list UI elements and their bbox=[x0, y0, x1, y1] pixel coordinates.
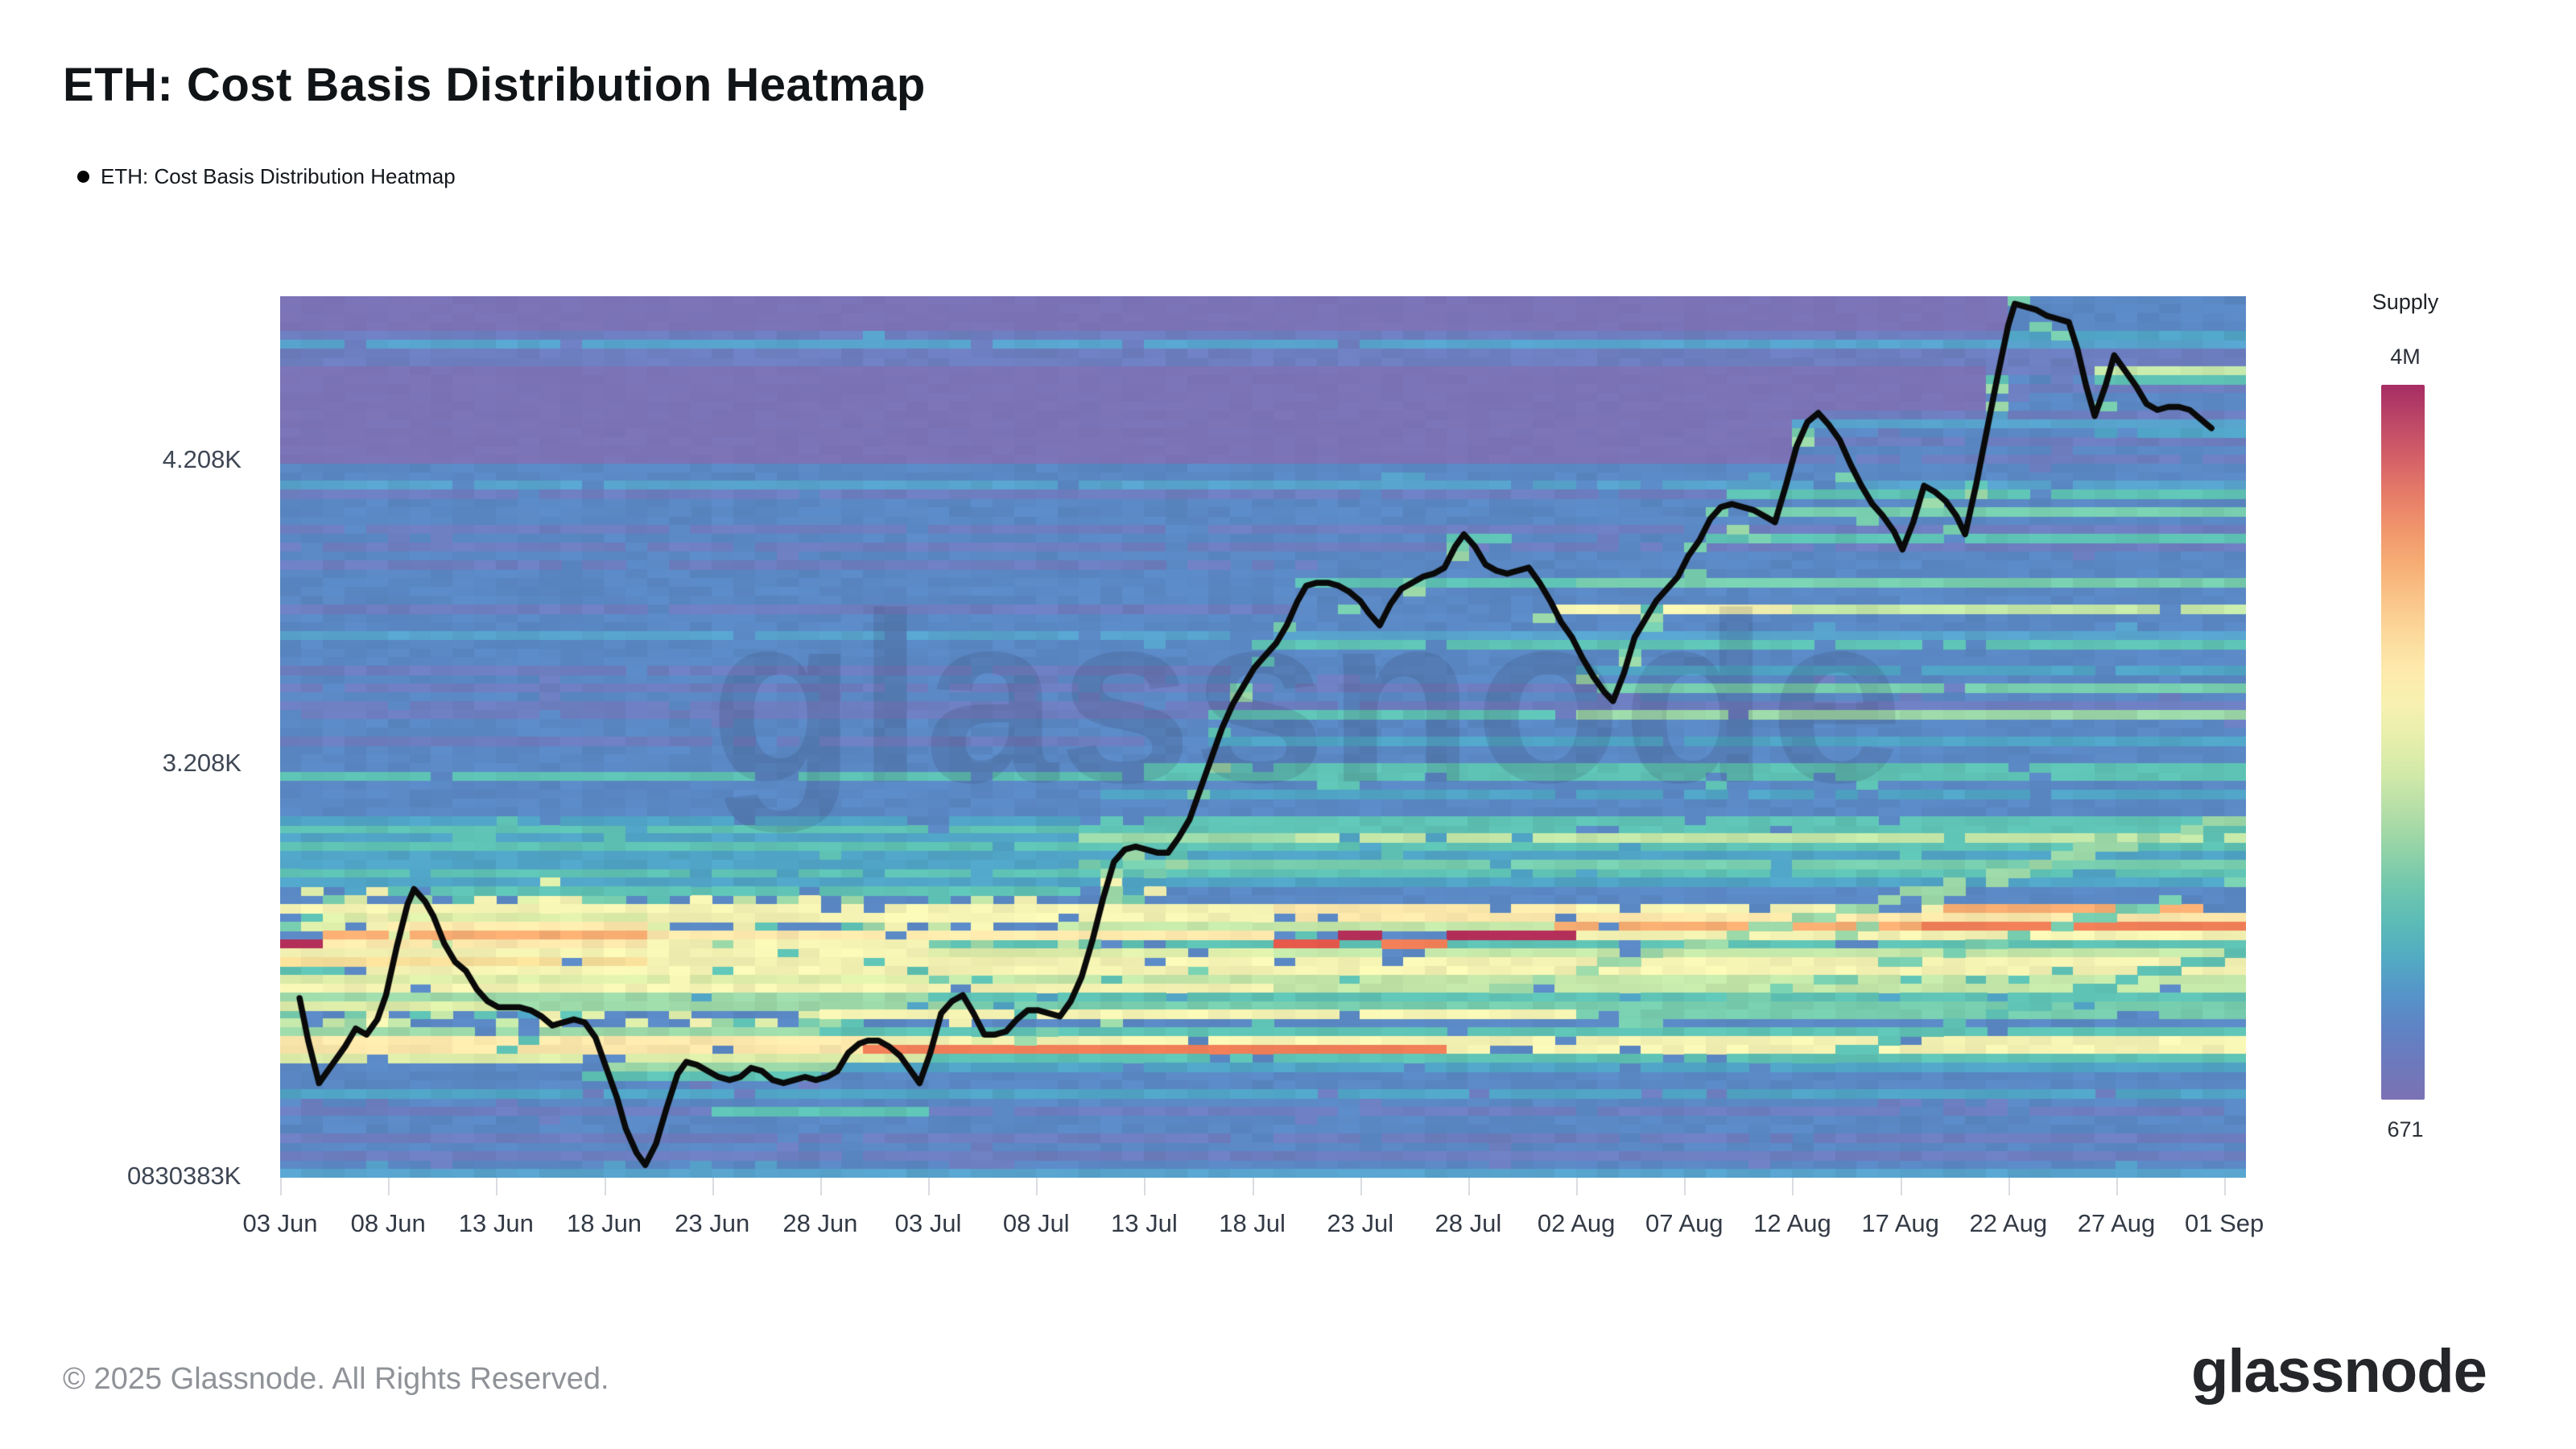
x-axis-tick bbox=[1252, 1178, 1254, 1195]
colorbar-title: Supply bbox=[2372, 290, 2439, 314]
x-axis-tick bbox=[388, 1178, 390, 1195]
legend-label: ETH: Cost Basis Distribution Heatmap bbox=[101, 164, 456, 188]
x-axis-tick bbox=[496, 1178, 498, 1195]
x-axis-label: 08 Jul bbox=[1002, 1209, 1070, 1237]
x-axis-tick bbox=[1144, 1178, 1146, 1195]
y-axis-label-4208: 4.208K bbox=[162, 445, 242, 473]
legend-marker-icon bbox=[77, 171, 89, 183]
colorbar-gradient bbox=[2381, 385, 2425, 1100]
y-axis-label-bottom-clipped: 0830383K bbox=[127, 1162, 242, 1190]
x-axis-tick bbox=[819, 1178, 822, 1195]
colorbar-max-label: 4M bbox=[2390, 345, 2421, 369]
x-axis-labels: 03 Jun 08 Jun 13 Jun 18 Jun 23 Jun 28 Jun 03 J… bbox=[242, 1209, 2264, 1245]
x-axis-label: 13 Jun bbox=[458, 1209, 534, 1237]
y-axis-label-3208: 3.208K bbox=[162, 749, 242, 777]
legend-item[interactable]: ETH: Cost Basis Distribution Heatmap bbox=[77, 164, 456, 189]
glassnode-logo: glassnode bbox=[2191, 1337, 2487, 1406]
x-axis-tick bbox=[1036, 1178, 1038, 1195]
x-axis-label: 23 Jul bbox=[1327, 1209, 1394, 1237]
x-axis-label: 13 Jul bbox=[1111, 1209, 1178, 1237]
colorbar-min-label: 671 bbox=[2387, 1117, 2424, 1141]
x-axis-label: 03 Jul bbox=[894, 1209, 962, 1237]
x-axis-tick bbox=[2116, 1178, 2118, 1195]
x-axis-label: 03 Jun bbox=[242, 1209, 318, 1237]
x-axis-tick bbox=[2224, 1178, 2227, 1195]
x-axis-tick bbox=[1360, 1178, 1362, 1195]
x-axis-tick bbox=[1684, 1178, 1686, 1195]
x-axis-tick bbox=[1576, 1178, 1579, 1195]
x-axis-label: 28 Jun bbox=[782, 1209, 858, 1237]
x-axis-label: 07 Aug bbox=[1645, 1209, 1724, 1237]
x-axis-tick bbox=[1900, 1178, 1902, 1195]
x-axis-tick bbox=[928, 1178, 931, 1195]
x-axis-tick bbox=[1468, 1178, 1470, 1195]
x-axis-tick-marks bbox=[280, 1178, 2246, 1197]
x-axis-tick bbox=[2008, 1178, 2010, 1195]
x-axis-tick bbox=[1792, 1178, 1794, 1195]
x-axis-tick bbox=[604, 1178, 606, 1195]
x-axis-label: 22 Aug bbox=[1969, 1209, 2048, 1237]
x-axis-label: 08 Jun bbox=[350, 1209, 426, 1237]
x-axis-label: 27 Aug bbox=[2077, 1209, 2156, 1237]
x-axis-label: 28 Jul bbox=[1435, 1209, 1502, 1237]
x-axis-label: 12 Aug bbox=[1753, 1209, 1831, 1237]
x-axis-label: 23 Jun bbox=[675, 1209, 750, 1237]
page-title: ETH: Cost Basis Distribution Heatmap bbox=[63, 59, 926, 111]
heatmap-plot-area bbox=[280, 296, 2246, 1178]
x-axis-label: 01 Sep bbox=[2185, 1209, 2264, 1237]
copyright-text: © 2025 Glassnode. All Rights Reserved. bbox=[63, 1362, 609, 1396]
x-axis-label: 02 Aug bbox=[1537, 1209, 1616, 1237]
cost-basis-heatmap-canvas[interactable] bbox=[280, 296, 2246, 1178]
x-axis-tick bbox=[280, 1178, 282, 1195]
x-axis-label: 18 Jun bbox=[566, 1209, 642, 1237]
x-axis-tick bbox=[712, 1178, 714, 1195]
x-axis-label: 18 Jul bbox=[1219, 1209, 1286, 1237]
x-axis-label: 17 Aug bbox=[1861, 1209, 1939, 1237]
